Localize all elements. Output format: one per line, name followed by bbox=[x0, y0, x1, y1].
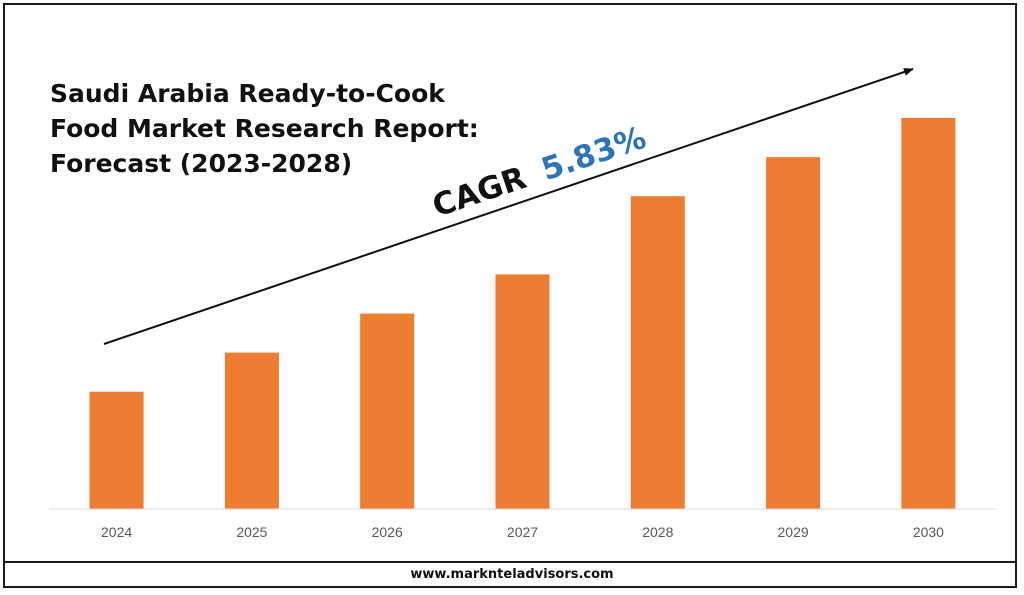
x-tick-label-2028: 2028 bbox=[642, 524, 673, 540]
bar-2028 bbox=[630, 196, 685, 509]
chart-title: Saudi Arabia Ready-to-Cook Food Market R… bbox=[50, 76, 510, 181]
title-line-2: Food Market Research Report: bbox=[50, 114, 479, 143]
bar-2027 bbox=[495, 274, 550, 509]
bar-2029 bbox=[766, 157, 821, 509]
x-tick-label-2024: 2024 bbox=[101, 524, 132, 540]
trend-arrow bbox=[103, 68, 914, 345]
x-tick-labels: 2024 2025 2026 2027 2028 2029 2030 bbox=[101, 524, 944, 540]
cagr-annotation: CAGR 5.83% bbox=[428, 120, 650, 225]
bar-2026 bbox=[360, 313, 415, 509]
cagr-label: CAGR bbox=[428, 160, 531, 225]
title-line-3: Forecast (2023-2028) bbox=[50, 149, 353, 178]
x-tick-label-2026: 2026 bbox=[372, 524, 403, 540]
x-tick-label-2027: 2027 bbox=[507, 524, 538, 540]
x-tick-label-2025: 2025 bbox=[236, 524, 267, 540]
x-tick-label-2029: 2029 bbox=[778, 524, 809, 540]
bar-2024 bbox=[89, 391, 144, 509]
bar-2030 bbox=[901, 118, 956, 509]
footer-divider bbox=[5, 561, 1015, 563]
title-line-1: Saudi Arabia Ready-to-Cook bbox=[50, 79, 445, 108]
footer-url[interactable]: www.marknteladvisors.com bbox=[410, 567, 614, 582]
bars-layer bbox=[89, 118, 956, 509]
chart-frame bbox=[3, 3, 1017, 588]
x-tick-label-2030: 2030 bbox=[913, 524, 944, 540]
bar-2025 bbox=[224, 352, 279, 509]
